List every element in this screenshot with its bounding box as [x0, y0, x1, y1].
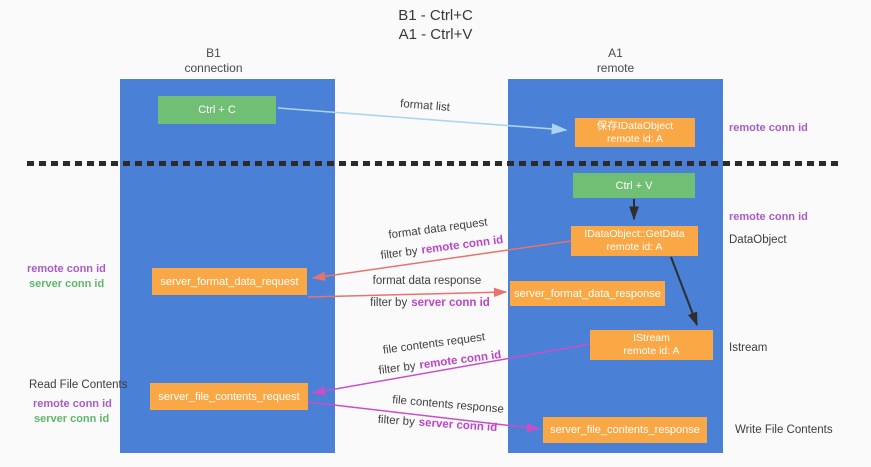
- node-format-response-label: server_format_data_response: [514, 287, 661, 300]
- lifeline-header-a1: A1 remote: [508, 46, 723, 76]
- annotation-remote-conn-id-bottom-left: remote conn id: [33, 398, 112, 410]
- lifeline-a1-role: remote: [596, 61, 635, 75]
- filter-by-prefix: filter by: [377, 360, 417, 378]
- node-ctrl-v-label: Ctrl + V: [615, 179, 653, 192]
- node-idataobject-getdata: IDataObject::GetData remote id: A: [571, 226, 698, 256]
- edge-label-format-list: format list: [399, 98, 451, 114]
- edge-label-file-contents-response: file contents response: [391, 394, 505, 416]
- title-line-1: B1 - Ctrl+C: [398, 7, 473, 24]
- annotation-server-conn-id-bottom-left: server conn id: [34, 413, 110, 425]
- filter-server-conn-id: server conn id: [411, 297, 490, 309]
- filter-by-prefix: filter by: [377, 413, 416, 429]
- annotation-remote-conn-id-mid-right: remote conn id: [729, 211, 808, 223]
- node-ctrl-v: Ctrl + V: [573, 173, 695, 198]
- node-server-file-contents-response: server_file_contents_response: [543, 417, 707, 443]
- annotation-remote-conn-id-top-right: remote conn id: [729, 122, 808, 134]
- node-file-response-label: server_file_contents_response: [550, 424, 700, 436]
- filter-remote-conn-id: remote conn id: [420, 233, 505, 257]
- filter-by-prefix: filter by: [370, 297, 408, 309]
- node-getdata-line1: IDataObject::GetData: [584, 228, 685, 240]
- filter-by-prefix: filter by: [379, 245, 419, 263]
- lifeline-a1-name: A1: [608, 46, 623, 60]
- lifeline-header-b1: B1 connection: [106, 46, 321, 76]
- annotation-write-file-contents: Write File Contents: [735, 424, 833, 436]
- annotation-dataobject: DataObject: [729, 234, 787, 246]
- node-server-file-contents-request: server_file_contents_request: [150, 383, 308, 410]
- lifeline-b1-role: connection: [184, 61, 243, 75]
- node-getdata-line2: remote id: A: [606, 241, 663, 253]
- node-server-format-data-response: server_format_data_response: [510, 281, 665, 306]
- annotation-remote-conn-id-top-left: remote conn id: [27, 263, 106, 275]
- edge-label-filter-server-2: filter by server conn id: [360, 413, 515, 436]
- title-line-2: A1 - Ctrl+V: [398, 26, 473, 43]
- diagram-title: B1 - Ctrl+C A1 - Ctrl+V: [0, 6, 871, 44]
- annotation-read-file-contents: Read File Contents: [29, 379, 128, 391]
- node-istream: IStream remote id: A: [590, 330, 713, 360]
- dashed-divider-line: [27, 161, 838, 166]
- lifeline-b1-name: B1: [206, 46, 221, 60]
- annotation-server-conn-id-top-left: server conn id: [29, 278, 105, 290]
- node-save-idataobject: 保存IDataObject remote id: A: [575, 118, 695, 147]
- node-save-idataobject-line1: 保存IDataObject: [596, 119, 674, 132]
- node-ctrl-c-label: Ctrl + C: [198, 104, 236, 116]
- node-format-request-label: server_format_data_request: [160, 275, 299, 288]
- node-istream-line1: IStream: [633, 332, 670, 344]
- annotation-istream: Istream: [729, 342, 768, 354]
- node-ctrl-c: Ctrl + C: [158, 96, 276, 124]
- edge-label-filter-server-1: filter by server conn id: [355, 297, 505, 309]
- filter-server-conn-id: server conn id: [418, 416, 498, 435]
- node-file-request-label: server_file_contents_request: [158, 390, 300, 403]
- filter-remote-conn-id: remote conn id: [418, 348, 503, 372]
- edge-label-format-data-response: format data response: [372, 275, 482, 287]
- node-save-idataobject-line2: remote id: A: [606, 132, 664, 145]
- node-istream-line2: remote id: A: [623, 345, 680, 357]
- node-server-format-data-request: server_format_data_request: [152, 268, 307, 295]
